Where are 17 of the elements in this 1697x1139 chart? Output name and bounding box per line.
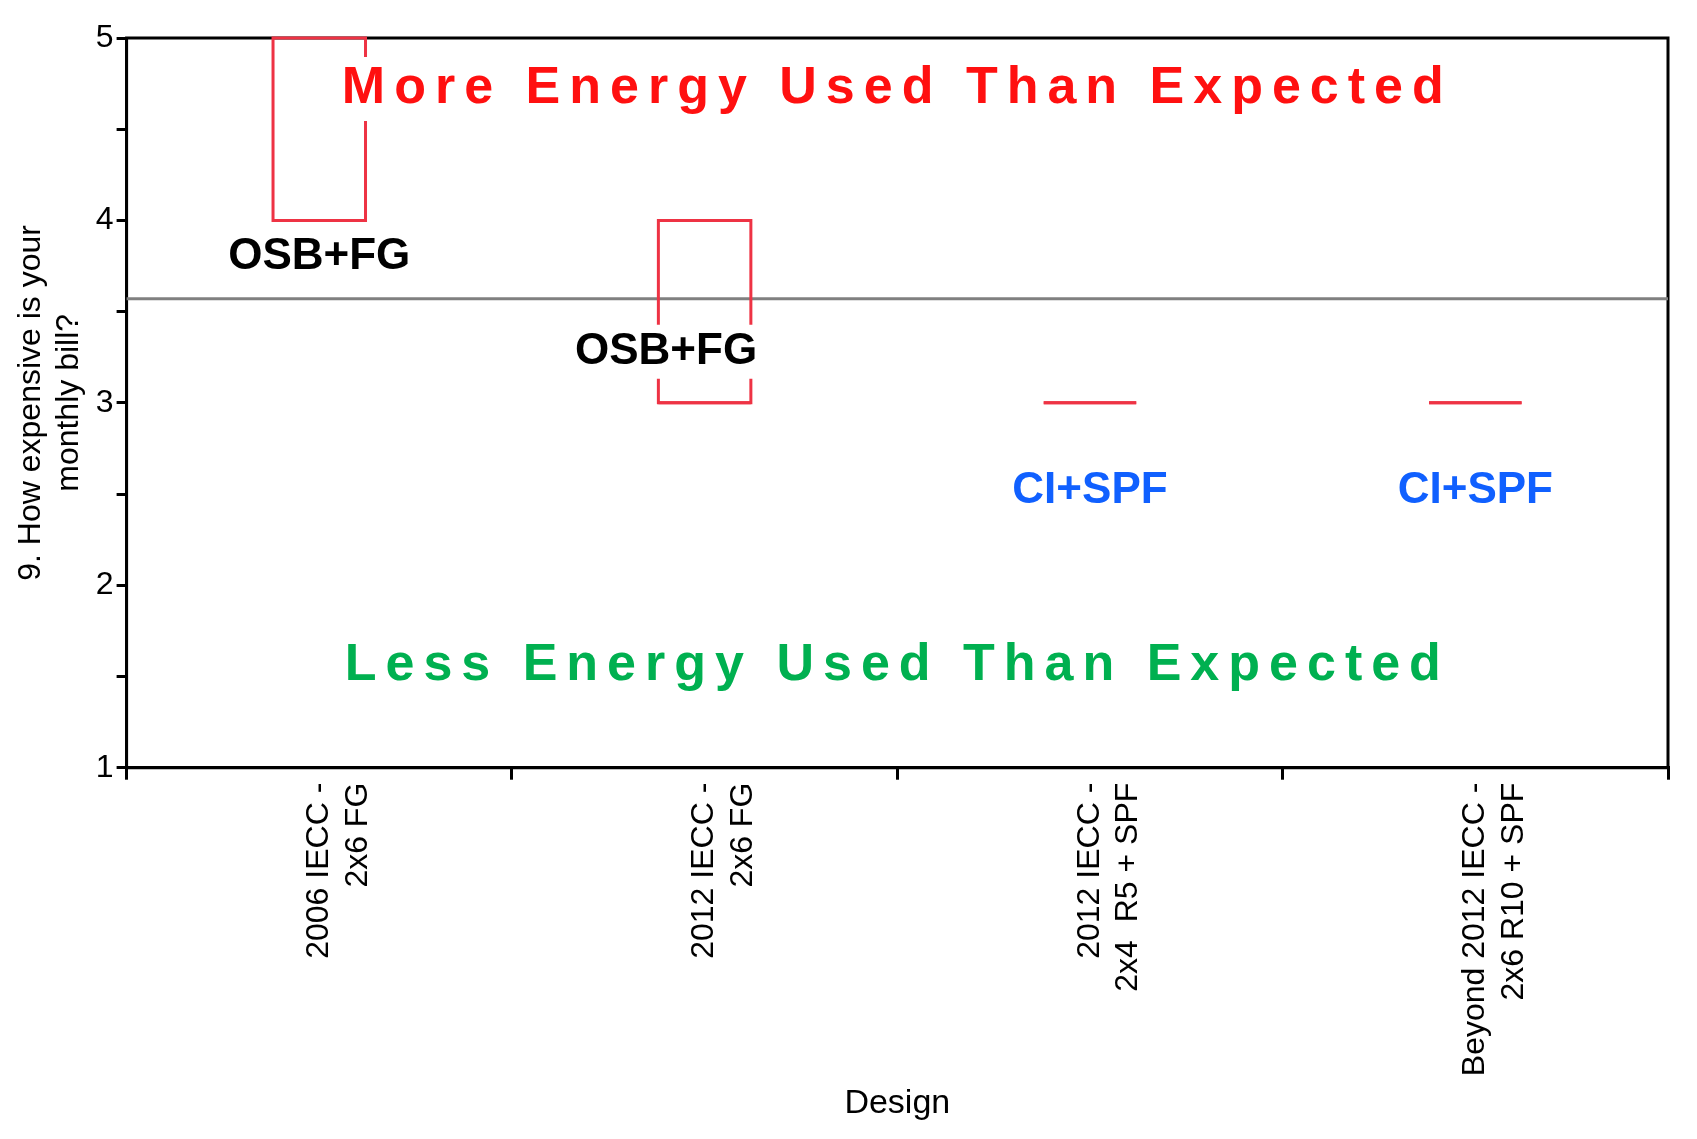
x-tick-label: 2006 IECC - 2x6 FG: [299, 782, 374, 959]
annotation: CI+SPF: [1012, 462, 1168, 512]
y-tick-label: 1: [95, 747, 114, 784]
y-tick-label: 4: [95, 200, 114, 237]
x-tick-label: Beyond 2012 IECC - 2x6 R10 + SPF: [1455, 782, 1530, 1077]
y-tick-label: 5: [95, 17, 114, 54]
y-tick-label: 2: [95, 565, 114, 602]
annotation: More Energy Used Than Expected: [341, 56, 1453, 115]
y-axis-title: 9. How expensive is your monthly bill?: [11, 224, 86, 581]
annotation: CI+SPF: [1397, 462, 1553, 512]
x-tick-label: 2012 IECC - 2x6 FG: [684, 782, 759, 959]
annotation: Less Energy Used Than Expected: [344, 632, 1450, 691]
x-axis-title: Design: [844, 1081, 951, 1120]
y-tick-label: 3: [95, 382, 114, 419]
annotation: OSB+FG: [575, 323, 758, 373]
annotation: OSB+FG: [228, 229, 411, 279]
x-tick-label: 2012 IECC - 2x4 R5 + SPF: [1069, 782, 1145, 992]
